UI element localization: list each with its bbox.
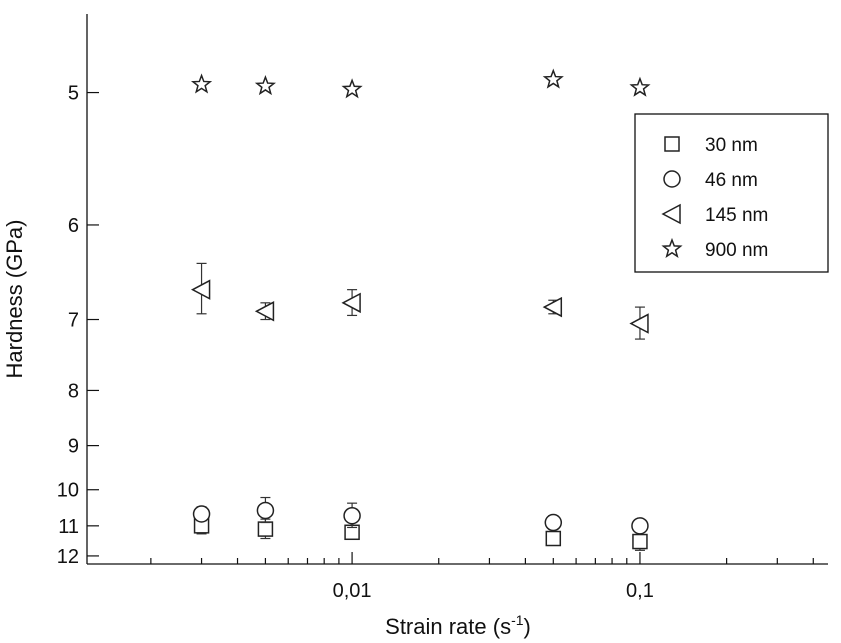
- data-point: [190, 73, 213, 94]
- data-point: [257, 521, 274, 537]
- data-point: [542, 68, 564, 89]
- y-tick-label: 8: [68, 380, 79, 402]
- data-point: [254, 75, 277, 96]
- y-tick-label: 12: [57, 546, 79, 568]
- series-46-nm: [192, 496, 649, 535]
- data-point: [544, 513, 563, 532]
- y-axis: 5 6 7 8 9 10 11 12: [57, 83, 99, 568]
- data-point: [190, 279, 211, 300]
- legend-label: 30 nm: [705, 135, 758, 156]
- data-point: [629, 313, 649, 334]
- x-axis-title-base: Strain rate (s: [385, 614, 511, 639]
- x-tick-label: 0,1: [626, 580, 654, 602]
- data-point: [545, 530, 562, 547]
- legend-item: 145 nm: [661, 203, 768, 226]
- data-point: [632, 533, 648, 550]
- plot-frame: [86, 14, 828, 565]
- x-tick-label: 0,01: [333, 580, 372, 602]
- legend-item: 46 nm: [663, 170, 758, 191]
- x-axis-title: Strain rate (s-1): [385, 612, 531, 639]
- data-point: [192, 505, 211, 523]
- y-tick-label: 6: [68, 215, 79, 237]
- y-tick-label: 10: [57, 480, 79, 502]
- data-point: [631, 517, 649, 535]
- legend-label: 145 nm: [705, 205, 768, 226]
- y-tick-label: 11: [58, 516, 79, 538]
- data-point: [341, 78, 363, 99]
- x-axis-title-superscript: -1: [511, 612, 524, 628]
- legend-item: 30 nm: [664, 135, 758, 156]
- y-tick-label: 5: [68, 83, 79, 105]
- legend-label: 900 nm: [705, 240, 768, 261]
- legend-label: 46 nm: [705, 170, 758, 191]
- legend: 30 nm 46 nm 145 nm 900 nm: [634, 113, 829, 273]
- legend-marker: [661, 203, 681, 225]
- series-145-nm: [190, 262, 649, 340]
- legend-item: 900 nm: [661, 237, 768, 261]
- legend-marker: [661, 237, 683, 259]
- data-point: [629, 76, 651, 97]
- data-point: [254, 301, 275, 322]
- data-point: [343, 506, 361, 525]
- x-axis: 0,01 0,1: [150, 552, 814, 602]
- data-series: [190, 68, 651, 551]
- x-axis-title-close: ): [524, 614, 531, 639]
- legend-marker: [664, 136, 680, 152]
- series-900-nm: [190, 68, 651, 99]
- y-tick-label: 9: [68, 436, 79, 458]
- y-tick-label: 7: [68, 310, 79, 332]
- data-point: [542, 296, 563, 318]
- y-axis-title: Hardness (GPa): [2, 220, 27, 379]
- data-point: [341, 292, 361, 314]
- data-point: [256, 501, 275, 520]
- legend-marker: [663, 170, 681, 188]
